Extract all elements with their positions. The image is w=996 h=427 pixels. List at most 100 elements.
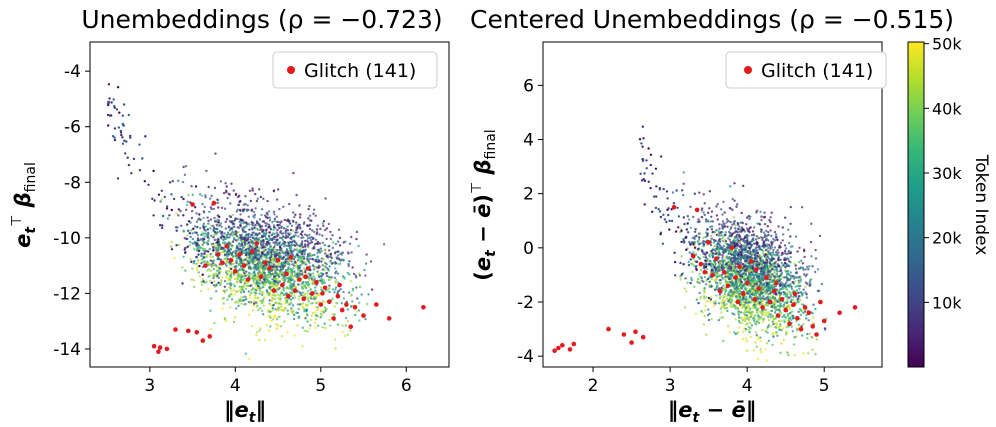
token-point [727, 300, 730, 303]
token-point [306, 239, 309, 242]
token-point [273, 219, 276, 223]
token-point [312, 275, 315, 278]
token-point [267, 314, 271, 318]
token-point [738, 326, 741, 329]
token-point [314, 326, 317, 330]
token-point [316, 306, 319, 309]
token-point [244, 295, 247, 298]
token-point [736, 280, 740, 283]
token-point [207, 288, 210, 291]
token-point [233, 219, 236, 222]
token-point [725, 295, 728, 298]
token-point [227, 226, 231, 229]
token-point [276, 309, 279, 312]
token-point [210, 327, 213, 331]
token-point [308, 227, 312, 231]
token-point [804, 281, 808, 284]
token-point [704, 220, 708, 223]
token-point [258, 299, 262, 302]
token-point [263, 296, 266, 299]
token-point [342, 297, 346, 300]
token-point [289, 273, 293, 277]
token-point [710, 228, 714, 231]
token-point [287, 312, 290, 316]
token-point [767, 243, 771, 247]
glitch-point [352, 305, 358, 310]
token-point [244, 230, 247, 234]
token-point [249, 301, 252, 305]
token-point [790, 325, 793, 328]
token-point [739, 311, 743, 314]
token-point [737, 255, 740, 259]
glitch-point [386, 316, 392, 321]
token-point [724, 231, 728, 234]
token-point [704, 235, 707, 239]
token-point [144, 135, 147, 138]
token-point [798, 287, 801, 290]
token-point [127, 113, 130, 117]
token-point [308, 214, 312, 217]
glitch-point [258, 274, 264, 280]
token-point [210, 281, 213, 284]
token-point [237, 263, 240, 266]
token-point [282, 309, 286, 312]
token-point [775, 326, 778, 329]
token-point [723, 211, 726, 214]
token-point [205, 281, 208, 284]
token-point [197, 262, 200, 265]
token-point [364, 262, 368, 265]
token-point [284, 236, 288, 240]
token-point [275, 323, 278, 326]
token-point [206, 216, 209, 219]
token-point [756, 251, 759, 254]
token-point [255, 282, 259, 285]
token-point [270, 263, 273, 266]
token-point [250, 220, 253, 224]
token-point [271, 265, 274, 269]
token-point [186, 223, 189, 226]
token-point [170, 240, 173, 244]
token-point [233, 274, 236, 277]
left-y-ticks: -14-12-10-8-6-4 [53, 62, 90, 360]
token-point [736, 237, 739, 241]
token-point [703, 314, 706, 318]
token-point [195, 244, 199, 247]
token-point [307, 217, 310, 220]
token-point [250, 291, 253, 295]
token-point [346, 271, 349, 275]
token-point [716, 218, 719, 221]
token-point [320, 286, 323, 289]
token-point [250, 209, 253, 212]
token-point [110, 114, 113, 117]
token-point [219, 258, 222, 261]
token-point [117, 126, 121, 129]
token-point [715, 229, 718, 232]
token-point [327, 249, 331, 252]
token-point [282, 245, 286, 248]
token-point [242, 299, 246, 302]
token-point [228, 215, 231, 218]
token-point [265, 228, 268, 231]
token-point [280, 271, 283, 274]
token-point [703, 287, 706, 290]
token-point [712, 248, 715, 251]
token-point [304, 239, 307, 243]
token-point [301, 291, 304, 294]
token-point [800, 206, 804, 209]
token-point [228, 285, 231, 289]
token-point [113, 127, 117, 130]
token-point [714, 300, 717, 303]
token-point [727, 237, 730, 240]
token-point [787, 319, 791, 322]
token-point [175, 212, 178, 215]
token-point [288, 202, 291, 206]
token-point [728, 277, 731, 281]
token-point [271, 255, 275, 258]
token-point [273, 250, 277, 253]
token-point [186, 200, 189, 203]
token-point [706, 211, 710, 214]
token-point [243, 272, 246, 275]
token-point [308, 327, 311, 330]
token-point [803, 249, 806, 253]
